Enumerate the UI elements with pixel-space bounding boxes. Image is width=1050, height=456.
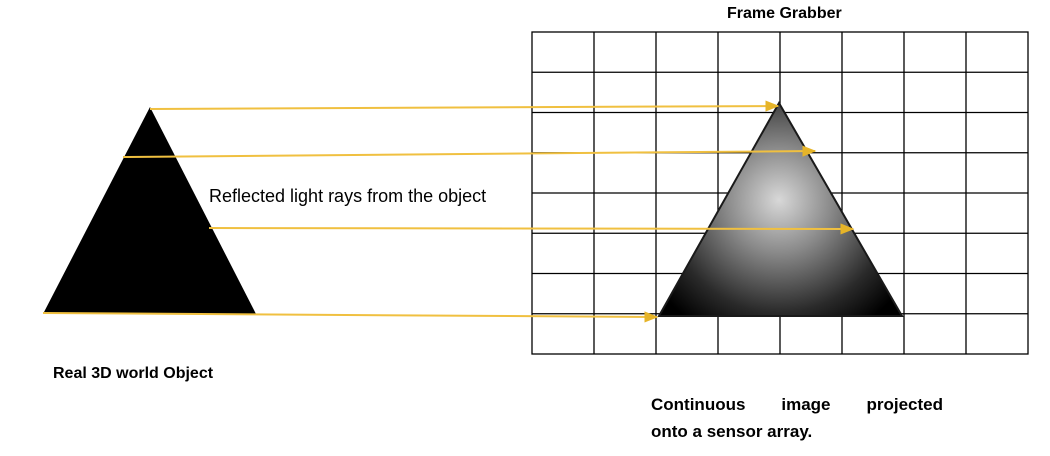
light-rays-label: Reflected light rays from the object	[209, 186, 487, 206]
light-ray-1	[149, 100, 780, 112]
light-rays	[42, 100, 855, 323]
caption-line-1: Continuous image projected	[651, 395, 943, 414]
real-object-triangle	[43, 107, 256, 314]
projected-image-caption: Continuous image projected onto a sensor…	[651, 391, 943, 445]
real-object-label: Real 3D world Object	[53, 365, 214, 382]
caption-line-2: onto a sensor array.	[651, 422, 813, 441]
frame-grabber-title: Frame Grabber	[727, 5, 842, 22]
projected-image-triangle	[657, 100, 904, 317]
light-ray-4	[42, 311, 659, 323]
light-ray-3	[208, 223, 855, 235]
light-ray-2	[122, 145, 817, 158]
